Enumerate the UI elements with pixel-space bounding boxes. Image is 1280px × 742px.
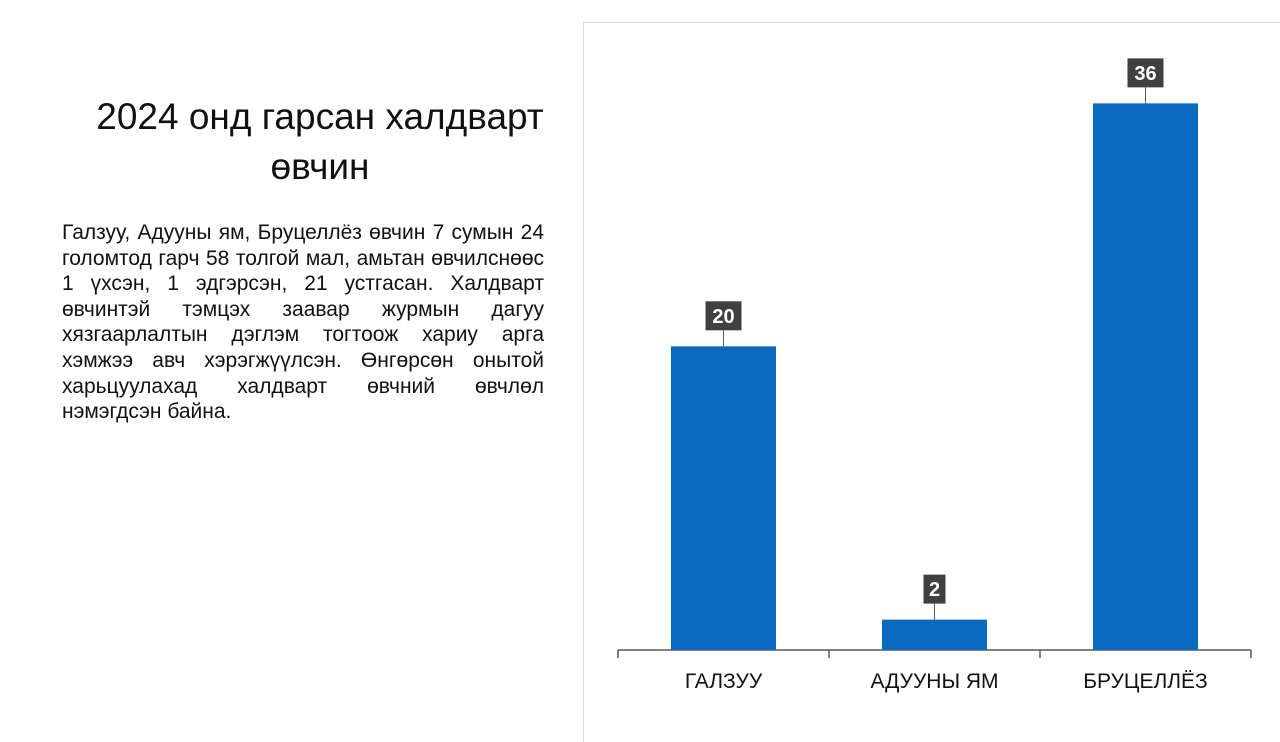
slide-title-line-1: 2024 онд гарсан халдварт [96,96,544,137]
bar-chart: 20 ГАЛЗУУ 2 АДУУНЫ ЯМ 36 БРУЦЕЛЛЁЗ [617,58,1252,693]
slide-body-text: Галзуу, Адууны ям, Бруцеллёз өвчин 7 сум… [62,221,544,424]
slide-title-line-2: өвчин [270,146,370,187]
bar-3 [1093,103,1198,651]
data-label-3: 36 [1134,63,1156,85]
data-label-1: 20 [712,306,734,328]
data-label-box [1127,58,1164,88]
data-label-box [705,301,742,331]
category-label-3: БРУЦЕЛЛЁЗ [1083,670,1207,693]
data-label-2: 2 [929,579,940,601]
bar-1 [671,346,776,650]
slide-title: 2024 онд гарсан халдварт өвчин [60,92,580,192]
data-label-box [923,574,946,604]
bar-2 [882,619,987,650]
category-label-2: АДУУНЫ ЯМ [870,670,998,693]
chart-area: 20 ГАЛЗУУ 2 АДУУНЫ ЯМ 36 БРУЦЕЛЛЁЗ [583,22,1280,742]
category-label-1: ГАЛЗУУ [685,670,763,693]
